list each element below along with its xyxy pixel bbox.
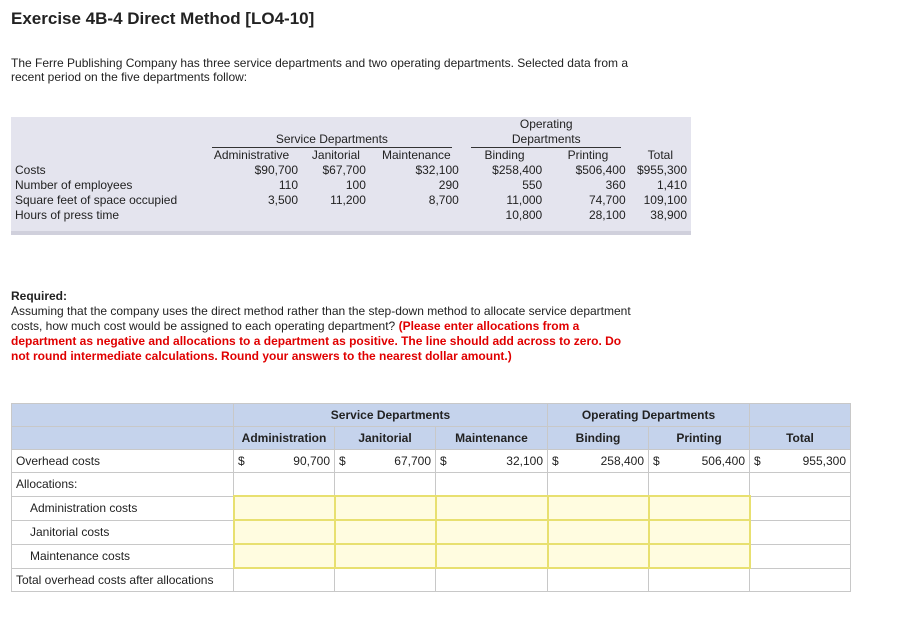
input-cell[interactable] <box>333 519 437 545</box>
input-cell[interactable] <box>333 495 437 521</box>
input-cell[interactable] <box>546 543 650 569</box>
allocations-row: Allocations: <box>11 472 851 497</box>
total-cell <box>334 567 436 592</box>
col-administration: Administration <box>233 426 335 450</box>
required-text: Assuming that the company uses the direc… <box>11 304 631 333</box>
total-after-allocations-row: Total overhead costs after allocations <box>11 567 851 592</box>
operating-departments-header: Operating Departments <box>547 403 750 427</box>
col-janitorial: Janitorial <box>311 148 360 162</box>
col-maintenance: Maintenance <box>435 426 548 450</box>
col-printing: Printing <box>567 148 609 162</box>
input-cell[interactable] <box>333 543 437 569</box>
column-header-row: Administrative Janitorial Maintenance Bi… <box>11 148 691 163</box>
exercise-title: Exercise 4B-4 Direct Method [LO4-10] <box>11 9 315 28</box>
input-cell[interactable] <box>232 519 336 545</box>
col-total: Total <box>749 426 851 450</box>
operating-group-header: Operating Departments <box>463 117 630 148</box>
total-cell <box>648 567 750 592</box>
input-cell[interactable] <box>647 543 751 569</box>
col-binding: Binding <box>484 148 525 162</box>
col-janitorial: Janitorial <box>334 426 436 450</box>
input-cell[interactable] <box>647 519 751 545</box>
required-instructions: (Please enter allocations from a departm… <box>11 319 622 363</box>
col-printing: Printing <box>648 426 750 450</box>
total-cell <box>435 567 548 592</box>
col-binding: Binding <box>547 426 649 450</box>
col-maintenance: Maintenance <box>381 148 451 162</box>
administration-costs-row: Administration costs <box>11 495 851 521</box>
input-cell[interactable] <box>434 519 549 545</box>
service-departments-header: Service Departments <box>233 403 548 427</box>
overhead-costs-row: Overhead costs $90,700 $67,700 $32,100 $… <box>11 449 851 473</box>
intro-text: The Ferre Publishing Company has three s… <box>11 56 628 84</box>
input-cell[interactable] <box>434 495 549 521</box>
table-row: Costs $90,700 $67,700 $32,100 $258,400 $… <box>15 163 687 177</box>
total-cell <box>547 567 649 592</box>
col-total: Total <box>647 148 673 162</box>
input-cell[interactable] <box>232 543 336 569</box>
input-cell[interactable] <box>647 495 751 521</box>
maintenance-costs-row: Maintenance costs <box>11 543 851 569</box>
janitorial-costs-row: Janitorial costs <box>11 519 851 545</box>
allocation-answer-table: Service Departments Operating Department… <box>11 403 851 592</box>
col-administrative: Administrative <box>213 148 290 162</box>
row-label: Overhead costs <box>11 449 234 473</box>
total-cell <box>233 567 335 592</box>
table-row: Number of employees 110 100 290 550 360 … <box>15 178 687 192</box>
table-row: Square feet of space occupied 3,500 11,2… <box>15 193 687 207</box>
department-data-table: Service Departments Operating Department… <box>11 117 691 235</box>
input-cell[interactable] <box>434 543 549 569</box>
total-cell <box>749 567 851 592</box>
input-cell[interactable] <box>546 519 650 545</box>
service-group-header: Service Departments <box>201 117 463 148</box>
table-row: Hours of press time 10,800 28,100 38,900 <box>15 208 687 222</box>
required-heading: Required: <box>11 289 68 303</box>
required-section: Required: Assuming that the company uses… <box>11 289 631 364</box>
input-cell[interactable] <box>546 495 650 521</box>
input-cell[interactable] <box>232 495 336 521</box>
